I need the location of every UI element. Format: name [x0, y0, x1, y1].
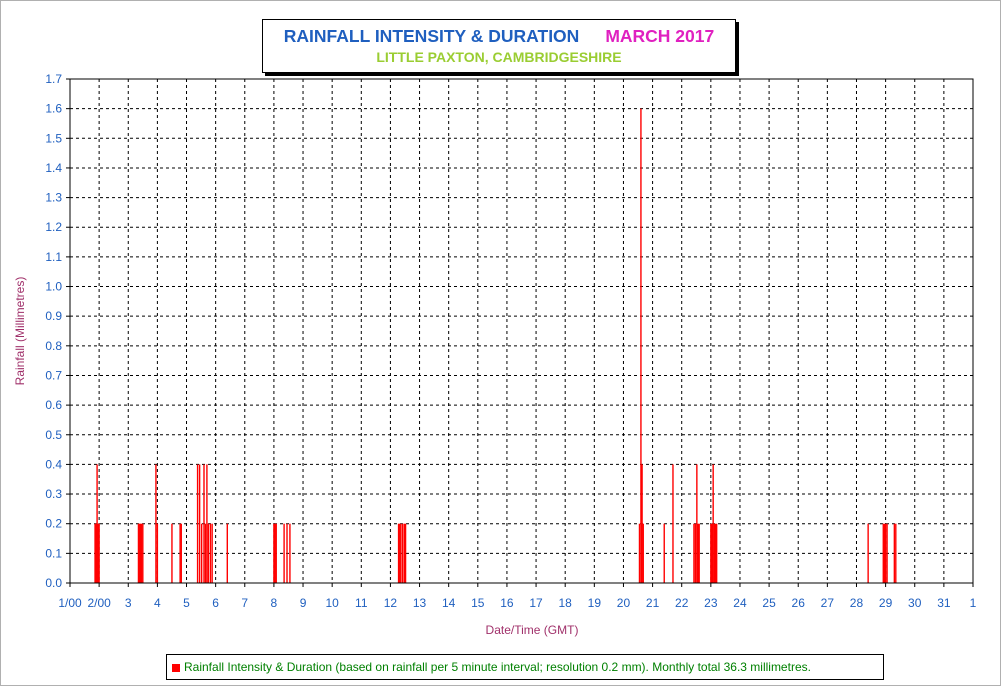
x-tick-label: 12 [384, 596, 398, 610]
x-tick-label: 25 [762, 596, 776, 610]
x-tick-label: 27 [821, 596, 835, 610]
y-tick-label: 0.9 [45, 309, 62, 323]
y-tick-label: 1.5 [45, 131, 62, 145]
chart-subtitle: LITTLE PAXTON, CAMBRIDGESHIRE [376, 49, 622, 65]
plot-area-border [69, 78, 974, 584]
x-tick-label: 10 [325, 596, 339, 610]
y-tick-label: 1.3 [45, 191, 62, 205]
y-axis-ticks: 0.0 0.1 0.2 0.3 0.4 0.5 0.6 0.7 0.8 0.9 1.0 1.1 1.2 1… [45, 72, 70, 590]
y-tick-label: 1.0 [45, 280, 62, 294]
x-tick-label: 24 [733, 596, 747, 610]
y-tick-label: 0.2 [45, 517, 62, 531]
x-tick-label: 20 [617, 596, 631, 610]
x-tick-label: 23 [704, 596, 718, 610]
y-tick-label: 0.4 [45, 457, 62, 471]
x-tick-label: 28 [850, 596, 864, 610]
chart-title-box: RAINFALL INTENSITY & DURATION MARCH 2017 … [262, 19, 736, 73]
x-tick-label: 29 [879, 596, 893, 610]
y-tick-label: 0.7 [45, 368, 62, 382]
y-tick-label: 0.0 [45, 576, 62, 590]
y-tick-label: 1.1 [45, 250, 62, 264]
x-tick-label: 16 [500, 596, 514, 610]
x-tick-label: 30 [908, 596, 922, 610]
x-tick-label: 1 [970, 596, 977, 610]
grid-lines [70, 79, 973, 583]
x-tick-label: 17 [529, 596, 543, 610]
x-tick-label: 31 [937, 596, 951, 610]
x-axis-ticks: 1/00 2/00 3 4 5 6 7 8 9 10 11 12 13 14 15 16 17 18 19 20 21 2… [58, 583, 977, 610]
y-tick-label: 0.3 [45, 487, 62, 501]
chart-legend: Rainfall Intensity & Duration (based on … [166, 654, 884, 680]
y-tick-label: 0.1 [45, 546, 62, 560]
legend-swatch-icon [172, 663, 180, 672]
y-tick-label: 1.4 [45, 161, 62, 175]
chart-title-month: MARCH 2017 [605, 26, 715, 46]
x-tick-label: 1/00 [58, 596, 82, 610]
y-tick-label: 1.7 [45, 72, 62, 86]
legend-label: Rainfall Intensity & Duration (based on … [184, 660, 811, 674]
x-tick-label: 26 [792, 596, 806, 610]
x-tick-label: 7 [241, 596, 248, 610]
x-tick-label: 9 [300, 596, 307, 610]
y-axis-label: Rainfall (Millimetres) [13, 277, 27, 386]
rainfall-bars [94, 108, 897, 583]
x-tick-label: 11 [355, 596, 368, 610]
y-tick-label: 0.6 [45, 398, 62, 412]
x-tick-label: 14 [442, 596, 456, 610]
x-tick-label: 13 [413, 596, 427, 610]
y-tick-label: 0.5 [45, 428, 62, 442]
y-tick-label: 0.8 [45, 339, 62, 353]
x-tick-label: 5 [183, 596, 190, 610]
x-tick-label: 3 [125, 596, 132, 610]
chart-title: RAINFALL INTENSITY & DURATION [283, 26, 580, 46]
x-tick-label: 8 [271, 596, 278, 610]
x-tick-label: 15 [471, 596, 485, 610]
x-tick-label: 2/00 [87, 596, 111, 610]
x-tick-label: 21 [646, 596, 660, 610]
x-tick-label: 22 [675, 596, 689, 610]
y-tick-label: 1.2 [45, 220, 62, 234]
x-tick-label: 19 [588, 596, 602, 610]
x-tick-label: 18 [559, 596, 573, 610]
x-axis-label: Date/Time (GMT) [486, 623, 579, 637]
y-tick-label: 1.6 [45, 102, 62, 116]
x-tick-label: 6 [212, 596, 219, 610]
x-tick-label: 4 [154, 596, 161, 610]
